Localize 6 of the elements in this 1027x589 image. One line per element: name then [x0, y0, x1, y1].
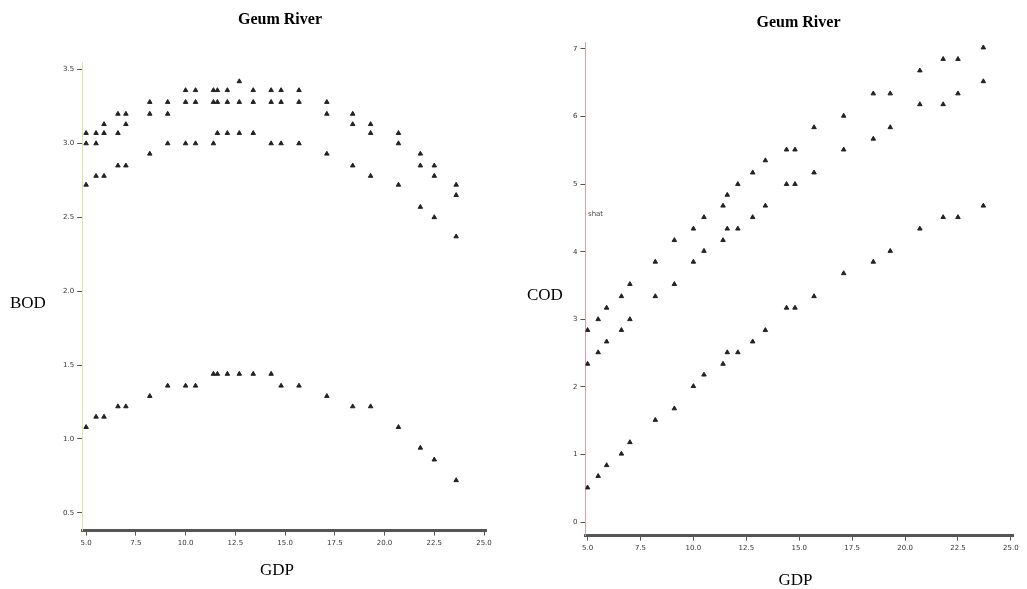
x-axis-title: GDP — [778, 570, 813, 589]
x-axis-title: GDP — [260, 560, 295, 580]
y-axis-title: COD — [527, 285, 563, 305]
chart-title: Geum River — [755, 13, 842, 31]
chart-title: Geum River — [237, 10, 323, 28]
y-axis-title: BOD — [10, 292, 46, 313]
